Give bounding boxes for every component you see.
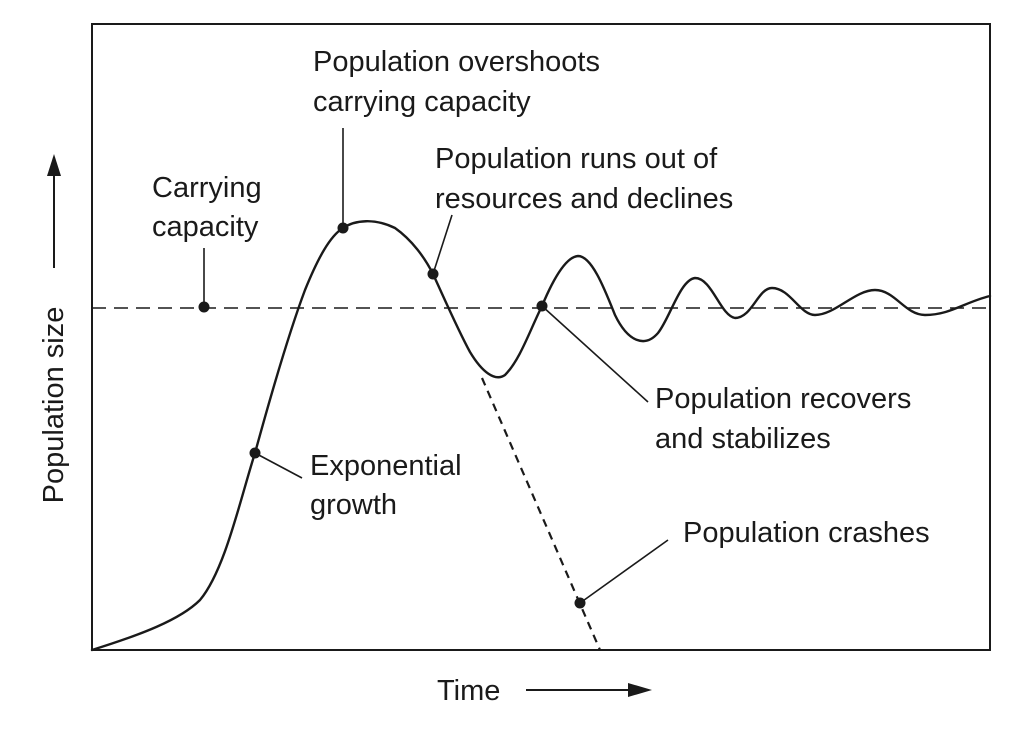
x-axis-arrow-head bbox=[628, 683, 652, 697]
population-crash-line bbox=[480, 377, 602, 651]
runs-out-label-line: resources and declines bbox=[435, 183, 733, 215]
exponential-label-line: Exponential bbox=[310, 450, 462, 482]
carrying-capacity-label-line: Carrying bbox=[152, 172, 262, 204]
crashes-leader bbox=[579, 539, 669, 604]
y-axis-arrow-head bbox=[47, 154, 61, 176]
carrying-capacity-label-line: capacity bbox=[152, 211, 259, 243]
plot-frame bbox=[91, 23, 991, 651]
x-axis-title: Time bbox=[437, 675, 652, 707]
overshoot-dot bbox=[337, 222, 349, 234]
exponential-leader bbox=[254, 452, 303, 479]
exponential-label: Exponential growth bbox=[310, 450, 470, 521]
overshoot-label: Population overshoots carrying capacity bbox=[313, 46, 608, 118]
carrying-capacity-label: Carrying capacity bbox=[152, 172, 270, 243]
crashes-dot bbox=[574, 597, 586, 609]
runs-out-leader bbox=[432, 214, 453, 275]
population-curve bbox=[90, 220, 992, 652]
recovers-leader bbox=[541, 305, 649, 403]
crashes-label: Population crashes bbox=[683, 517, 930, 549]
y-axis-label: Population size bbox=[38, 307, 70, 504]
exponential-label-line: growth bbox=[310, 489, 397, 521]
y-axis-title: Population size bbox=[38, 154, 70, 503]
x-axis-label: Time bbox=[437, 675, 500, 707]
overshoot-label-line: Population overshoots bbox=[313, 46, 600, 78]
carrying-capacity-dot bbox=[198, 301, 210, 313]
runs-out-label-line: Population runs out of bbox=[435, 143, 718, 175]
recovers-dot bbox=[536, 300, 548, 312]
runs-out-dot bbox=[427, 268, 439, 280]
overshoot-label-line: carrying capacity bbox=[313, 86, 531, 118]
recovers-label: Population recovers and stabilizes bbox=[655, 383, 919, 455]
recovers-label-line: and stabilizes bbox=[655, 423, 831, 455]
runs-out-label: Population runs out of resources and dec… bbox=[435, 143, 733, 215]
exponential-dot bbox=[249, 447, 261, 459]
recovers-label-line: Population recovers bbox=[655, 383, 911, 415]
